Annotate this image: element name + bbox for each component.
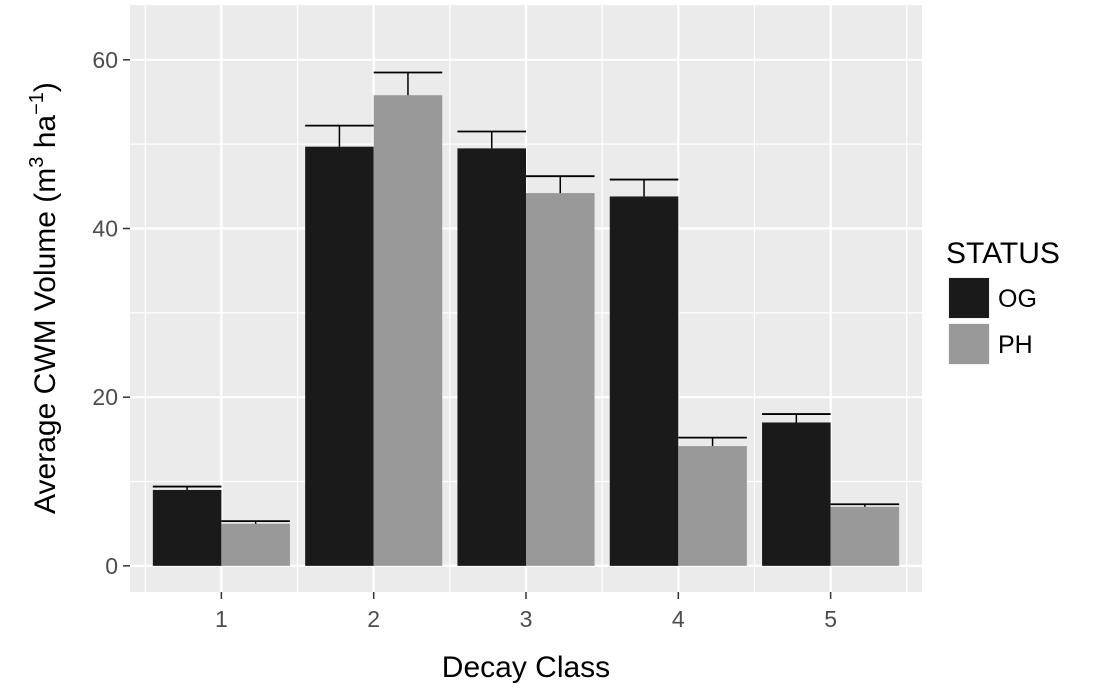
- y-axis-title-main: Average CWM Volume (m: [29, 168, 62, 514]
- error-bars: [152, 71, 900, 524]
- legend-swatch-ph: [949, 324, 989, 364]
- bar-og-class-1: [152, 489, 222, 566]
- x-tick-label: 4: [672, 606, 685, 632]
- x-tick-label: 5: [824, 606, 837, 632]
- bar-og-class-3: [457, 148, 526, 566]
- x-axis: 1 2 3 4 5: [215, 592, 837, 632]
- x-tick-label: 1: [215, 606, 228, 632]
- bar-og-class-5: [762, 422, 831, 566]
- legend-title: STATUS: [946, 237, 1060, 270]
- legend-swatch-og: [949, 278, 989, 318]
- y-tick-label: 40: [92, 215, 118, 241]
- legend-label-og: OG: [998, 285, 1037, 313]
- legend-label-ph: PH: [998, 331, 1033, 359]
- bars: [152, 95, 900, 566]
- y-axis-title-sup-2: −1: [26, 92, 48, 115]
- bar-ph-class-5: [830, 506, 900, 566]
- y-axis-title: Average CWM Volume (m3 ha−1): [26, 82, 62, 514]
- bar-ph-class-4: [678, 446, 747, 566]
- y-axis-title-sup-1: 3: [26, 157, 48, 168]
- x-axis-title: Decay Class: [442, 651, 610, 684]
- bar-og-class-2: [305, 146, 374, 566]
- y-tick-label: 60: [92, 47, 118, 73]
- y-axis-title-end: ): [29, 82, 62, 92]
- y-axis: 0 20 40 60: [92, 47, 130, 579]
- bar-og-class-4: [609, 196, 679, 566]
- x-tick-label: 2: [367, 606, 380, 632]
- bar-ph-class-1: [221, 523, 290, 566]
- y-axis-title-mid: ha: [29, 115, 62, 157]
- x-tick-label: 3: [520, 606, 533, 632]
- bar-ph-class-2: [373, 95, 443, 566]
- legend: STATUS OG PH: [946, 237, 1060, 365]
- bar-ph-class-3: [526, 193, 595, 566]
- y-tick-label: 20: [92, 384, 118, 410]
- y-tick-label: 0: [105, 553, 118, 579]
